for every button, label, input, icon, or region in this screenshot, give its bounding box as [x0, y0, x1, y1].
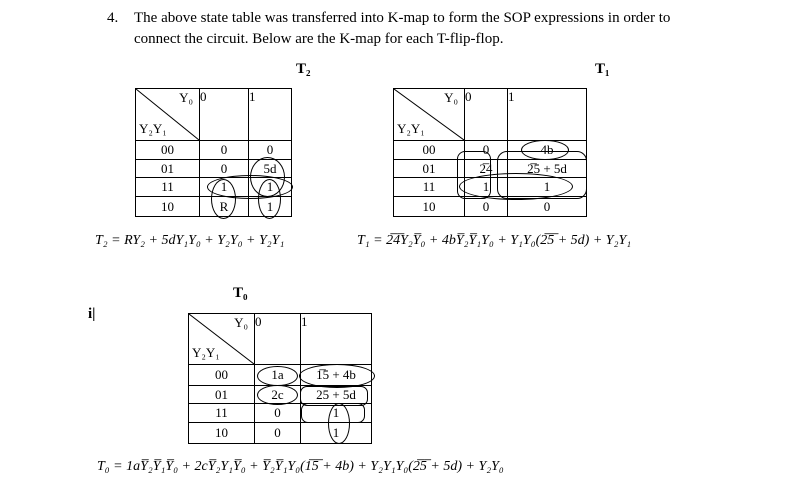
kmap-t0-table: Y₀ Y₂Y₁ 0 1 00 1a 1̅5 + 4b 01 2c 25 + 5d… [188, 313, 372, 444]
kmap-t1-row-label: 00 [393, 140, 465, 160]
diagonal-line [136, 89, 199, 140]
kmap-t2-cell: 1 [248, 177, 292, 197]
kmap-t0-row-var: Y₂Y₁ [192, 345, 220, 360]
kmap-t2-cell: 0 [248, 140, 292, 160]
kmap-t1-cell: 0 [464, 140, 508, 160]
kmap-t2-col-header-1: 1 [248, 88, 292, 141]
t2-equation: T₂ = RY₂ + 5dY₁Y₀ + Y₂Y₀ + Y₂Y₁ [95, 233, 285, 248]
kmap-t1-col-header-1: 1 [507, 88, 587, 141]
kmap-t2-table: Y₀ Y₂Y₁ 0 1 00 0 0 01 0 5d 11 1 1 [135, 88, 292, 217]
kmap-t1-cell: 1 [507, 177, 587, 197]
text-cursor[interactable]: i| [88, 306, 96, 322]
kmap-t0-cell: 0 [254, 422, 301, 444]
kmap-t1-row-label: 11 [393, 177, 465, 197]
kmap-t0-cell: 1̅5 + 4b [300, 364, 372, 386]
kmap-t2-cell: 1 [199, 177, 249, 197]
kmap-t0-title: T₀ [233, 285, 248, 301]
t1-equation: T₁ = 2̅4̅Y₂Y̅₀ + 4bY̅₂Y̅₁Y₀ + Y₁Y₀(2̅5̅ … [357, 233, 632, 248]
kmap-t0-cell: 0 [254, 403, 301, 423]
question-line-2: connect the circuit. Below are the K-map… [134, 31, 504, 47]
kmap-t2-col-var: Y₀ [179, 90, 193, 105]
kmap-t1-cell: 0 [464, 196, 508, 217]
kmap-t0-cell: 1 [300, 403, 372, 423]
kmap-t1-row-label: 10 [393, 196, 465, 217]
diagonal-line [394, 89, 464, 140]
kmap-t0-cell: 2c [254, 385, 301, 404]
kmap-t0-col-var: Y₀ [234, 315, 248, 330]
kmap-t0-cell: 1 [300, 422, 372, 444]
question-line-1: The above state table was transferred in… [134, 10, 671, 26]
kmap-t2-row-label: 01 [135, 159, 200, 178]
kmap-t2-cell: R [199, 196, 249, 217]
kmap-t1-cell: 1 [464, 177, 508, 197]
kmap-t1-title: T₁ [595, 61, 610, 77]
kmap-t1-row-label: 01 [393, 159, 465, 178]
kmap-t0-col-header-0: 0 [254, 313, 301, 365]
kmap-t1-row-var: Y₂Y₁ [397, 121, 425, 136]
question-text: The above state table was transferred in… [134, 8, 670, 50]
kmap-t1-cell: 4b [507, 140, 587, 160]
diagonal-line [189, 314, 254, 364]
kmap-t2-row-label: 10 [135, 196, 200, 217]
kmap-t2-cell: 1 [248, 196, 292, 217]
kmap-t1-table: Y₀ Y₂Y₁ 0 1 00 0 4b 01 2̅4 2̅5 + 5d 11 1… [393, 88, 587, 217]
kmap-t0-row-label: 11 [188, 403, 255, 423]
kmap-t1-corner-cell: Y₀ Y₂Y₁ [393, 88, 465, 141]
kmap-t2-col-header-0: 0 [199, 88, 249, 141]
question-number: 4. [107, 10, 119, 26]
kmap-t0-col-header-1: 1 [300, 313, 372, 365]
t0-equation: T₀ = 1aY̅₂Y̅₁Y̅₀ + 2cY̅₂Y₁Y̅₀ + Y̅₂Y̅₁Y₀… [97, 459, 504, 474]
kmap-t0-corner-cell: Y₀ Y₂Y₁ [188, 313, 255, 365]
kmap-t2-row-var: Y₂Y₁ [139, 121, 167, 136]
kmap-t2: Y₀ Y₂Y₁ 0 1 00 0 0 01 0 5d 11 1 1 [135, 88, 293, 219]
kmap-t2-title: T₂ [296, 61, 311, 77]
question-heading: 4. The above state table was transferred… [107, 8, 670, 50]
kmap-t1-cell: 2̅4 [464, 159, 508, 178]
kmap-t0-row-label: 00 [188, 364, 255, 386]
kmap-t2-cell: 0 [199, 140, 249, 160]
kmap-t0: Y₀ Y₂Y₁ 0 1 00 1a 1̅5 + 4b 01 2c 25 + 5d… [188, 313, 375, 444]
kmap-t0-row-label: 01 [188, 385, 255, 404]
kmap-t1-col-var: Y₀ [444, 90, 458, 105]
kmap-t1-col-header-0: 0 [464, 88, 508, 141]
kmap-t1-cell: 0 [507, 196, 587, 217]
kmap-t1: Y₀ Y₂Y₁ 0 1 00 0 4b 01 2̅4 2̅5 + 5d 11 1… [393, 88, 587, 217]
kmap-t0-row-label: 10 [188, 422, 255, 444]
kmap-t0-cell: 1a [254, 364, 301, 386]
kmap-t2-row-label: 00 [135, 140, 200, 160]
kmap-t2-row-label: 11 [135, 177, 200, 197]
kmap-t2-cell: 0 [199, 159, 249, 178]
kmap-t0-cell: 25 + 5d [300, 385, 372, 404]
kmap-t2-cell: 5d [248, 159, 292, 178]
kmap-t2-corner-cell: Y₀ Y₂Y₁ [135, 88, 200, 141]
kmap-t1-cell: 2̅5 + 5d [507, 159, 587, 178]
